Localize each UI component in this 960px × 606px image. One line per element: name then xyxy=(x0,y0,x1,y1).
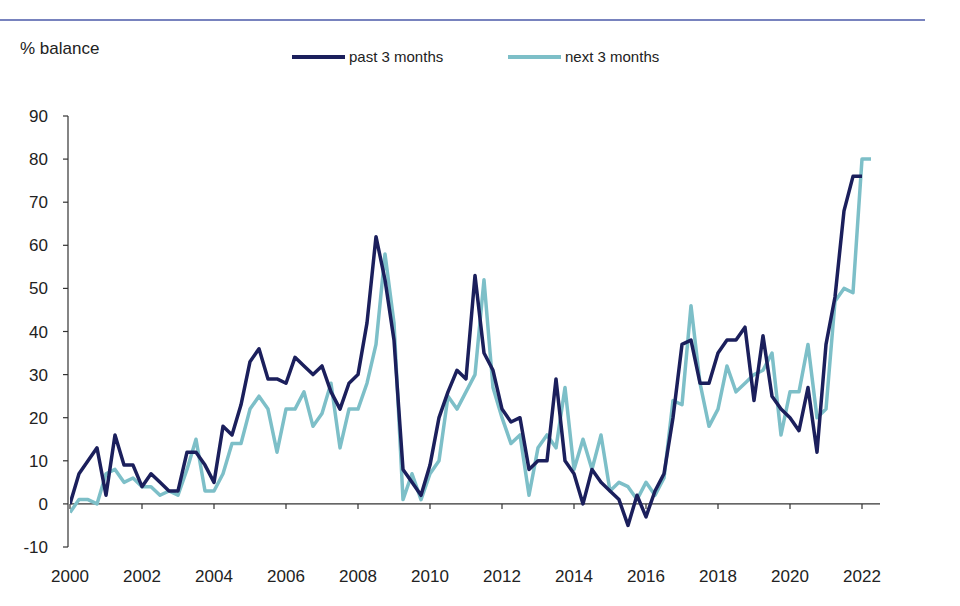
y-tick xyxy=(63,331,68,332)
series-line xyxy=(70,176,862,525)
y-tick xyxy=(63,245,68,246)
x-tick-label: 2002 xyxy=(123,567,161,586)
y-tick-label: 20 xyxy=(29,409,48,428)
legend-entry: next 3 months xyxy=(508,48,659,65)
y-tick xyxy=(63,460,68,461)
y-tick-label: 50 xyxy=(29,279,48,298)
x-tick-label: 2012 xyxy=(483,567,521,586)
x-tick xyxy=(141,504,142,509)
x-tick-label: 2018 xyxy=(699,567,737,586)
x-tick-label: 2014 xyxy=(555,567,593,586)
x-tick-label: 2020 xyxy=(771,567,809,586)
y-tick xyxy=(63,546,68,547)
y-tick xyxy=(63,417,68,418)
x-tick-label: 2004 xyxy=(195,567,233,586)
legend-swatch xyxy=(292,55,345,59)
chart: % balance past 3 months next 3 months -10 0 1… xyxy=(0,0,960,606)
x-tick xyxy=(69,504,70,509)
y-tick xyxy=(63,115,68,116)
y-axis-label: % balance xyxy=(20,39,99,58)
y-tick-label: 90 xyxy=(29,107,48,126)
y-tick-label: 70 xyxy=(29,193,48,212)
x-tick xyxy=(717,504,718,509)
x-tick xyxy=(285,504,286,509)
y-tick-label: 30 xyxy=(29,366,48,385)
x-tick-label: 2008 xyxy=(339,567,377,586)
y-tick-label: -10 xyxy=(23,538,48,557)
x-tick xyxy=(357,504,358,509)
y-tick xyxy=(63,202,68,203)
x-tick xyxy=(501,504,502,509)
x-tick xyxy=(573,504,574,509)
x-tick-label: 2010 xyxy=(411,567,449,586)
legend-entry: past 3 months xyxy=(292,48,443,65)
top-rule xyxy=(0,19,925,21)
y-tick-label: 80 xyxy=(29,150,48,169)
x-tick-label: 2006 xyxy=(267,567,305,586)
y-tick xyxy=(63,159,68,160)
plot-area xyxy=(70,159,871,525)
y-tick xyxy=(63,374,68,375)
x-tick-label: 2000 xyxy=(51,567,89,586)
legend-swatch xyxy=(508,55,561,59)
x-tick xyxy=(429,504,430,509)
y-tick xyxy=(63,503,68,504)
y-tick xyxy=(63,288,68,289)
x-tick xyxy=(789,504,790,509)
legend-label: past 3 months xyxy=(349,48,443,65)
x-tick xyxy=(861,504,862,509)
x-tick-label: 2022 xyxy=(843,567,881,586)
y-tick-label: 0 xyxy=(39,495,48,514)
x-tick xyxy=(213,504,214,509)
y-tick-label: 60 xyxy=(29,236,48,255)
x-tick-label: 2016 xyxy=(627,567,665,586)
y-tick-label: 40 xyxy=(29,323,48,342)
legend-label: next 3 months xyxy=(565,48,659,65)
x-tick xyxy=(645,504,646,509)
y-tick-label: 10 xyxy=(29,452,48,471)
x-axis xyxy=(70,503,880,504)
